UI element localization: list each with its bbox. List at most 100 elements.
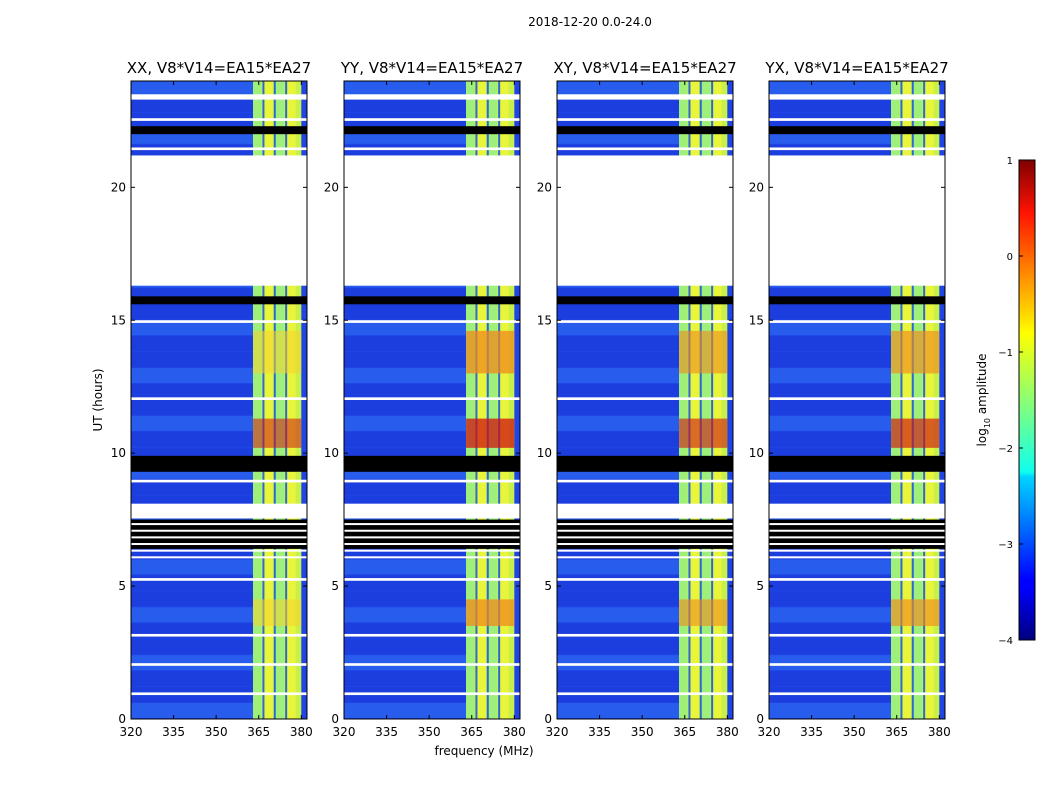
noise-row [557, 607, 680, 623]
noise-row [344, 304, 467, 320]
strong-emission [253, 330, 302, 374]
flag-line [131, 261, 307, 264]
noise-row [557, 368, 680, 384]
colorbar-tick-label: 1 [1007, 156, 1013, 167]
noise-row [344, 431, 467, 447]
noise-row [769, 320, 892, 336]
flag-black-band [557, 296, 733, 305]
flag-stripe [344, 536, 520, 539]
flag-stripe [769, 536, 945, 539]
flag-stripe [769, 516, 945, 519]
flag-gap [344, 147, 520, 151]
strong-emission [466, 418, 515, 448]
noise-row [344, 415, 467, 431]
noise-row [131, 431, 254, 447]
y-tick-label: 15 [324, 313, 339, 327]
flag-gap [344, 479, 520, 483]
x-tick-label: 320 [546, 725, 569, 739]
y-tick-label: 5 [331, 579, 339, 593]
panel-frame [130, 80, 308, 720]
y-tick-label: 15 [111, 313, 126, 327]
x-tick-label: 365 [460, 725, 483, 739]
noise-row [344, 384, 467, 399]
noise-row [344, 559, 467, 575]
flag-gap [769, 155, 945, 286]
noise-row [769, 415, 892, 431]
flag-gap [131, 633, 307, 637]
flag-stripe [131, 529, 307, 532]
flag-black-band [131, 296, 307, 305]
flag-stripe [557, 543, 733, 546]
noise-row [557, 671, 680, 687]
flag-stripe [769, 543, 945, 546]
panel-title: XY, V8*V14=EA15*EA27 [553, 59, 736, 77]
x-tick-label: 350 [631, 725, 654, 739]
y-tick-label: 15 [749, 313, 764, 327]
flag-black-band [131, 126, 307, 135]
flag-gap [131, 397, 307, 400]
strong-emission [679, 418, 728, 448]
noise-row [769, 336, 892, 352]
flag-gap [769, 578, 945, 581]
y-tick-label: 5 [118, 579, 126, 593]
flag-black-band [769, 126, 945, 135]
flag-black-band [557, 455, 733, 472]
strong-emission [679, 330, 728, 374]
noise-row [769, 639, 892, 655]
noise-row [131, 479, 254, 495]
flag-gap [131, 578, 307, 581]
flag-gap [344, 633, 520, 637]
x-tick-label: 380 [928, 725, 951, 739]
noise-row [131, 320, 254, 336]
flag-line [344, 269, 520, 272]
y-tick-label: 20 [324, 180, 339, 194]
y-tick-label: 0 [756, 712, 764, 726]
colorbar-tick-label: 0 [1007, 252, 1013, 263]
flag-line [131, 280, 307, 282]
y-tick-label: 10 [324, 446, 339, 460]
noise-row [769, 703, 892, 718]
noise-row [769, 671, 892, 687]
panel-title: XX, V8*V14=EA15*EA27 [127, 59, 311, 77]
noise-row [769, 575, 892, 591]
noise-row [344, 352, 467, 368]
flag-gap [344, 397, 520, 400]
figure-suptitle: 2018-12-20 0.0-24.0 [528, 15, 652, 29]
noise-row [131, 81, 254, 96]
y-tick-label: 20 [537, 180, 552, 194]
flag-gap [769, 94, 945, 100]
noise-row [131, 400, 254, 415]
x-axis-label: frequency (MHz) [434, 744, 533, 758]
flag-gap [344, 155, 520, 286]
flag-black-band [131, 455, 307, 472]
noise-row [131, 96, 254, 112]
noise-row [769, 607, 892, 623]
colorbar-label: log10 amplitude [975, 354, 992, 447]
noise-row [344, 320, 467, 336]
noise-row [769, 655, 892, 671]
flag-gap [557, 578, 733, 581]
y-tick-label: 5 [756, 579, 764, 593]
y-tick-label: 5 [544, 579, 552, 593]
flag-gap [557, 147, 733, 151]
noise-row [769, 400, 892, 415]
y-tick-label: 15 [537, 313, 552, 327]
flag-gap [344, 692, 520, 696]
flag-stripe [344, 556, 520, 559]
noise-row [131, 671, 254, 687]
noise-row [557, 639, 680, 655]
noise-row [131, 591, 254, 607]
colorbar-tick-label: −1 [998, 348, 1013, 359]
y-tick-label: 20 [749, 180, 764, 194]
flag-stripe [344, 516, 520, 519]
noise-row [557, 400, 680, 415]
flag-stripe [131, 549, 307, 552]
panel-frame [343, 80, 521, 720]
flag-gap [131, 320, 307, 323]
strong-emission [253, 599, 302, 626]
flag-line [557, 269, 733, 272]
flag-stripe [769, 529, 945, 532]
x-tick-label: 365 [673, 725, 696, 739]
flag-stripe [557, 536, 733, 539]
